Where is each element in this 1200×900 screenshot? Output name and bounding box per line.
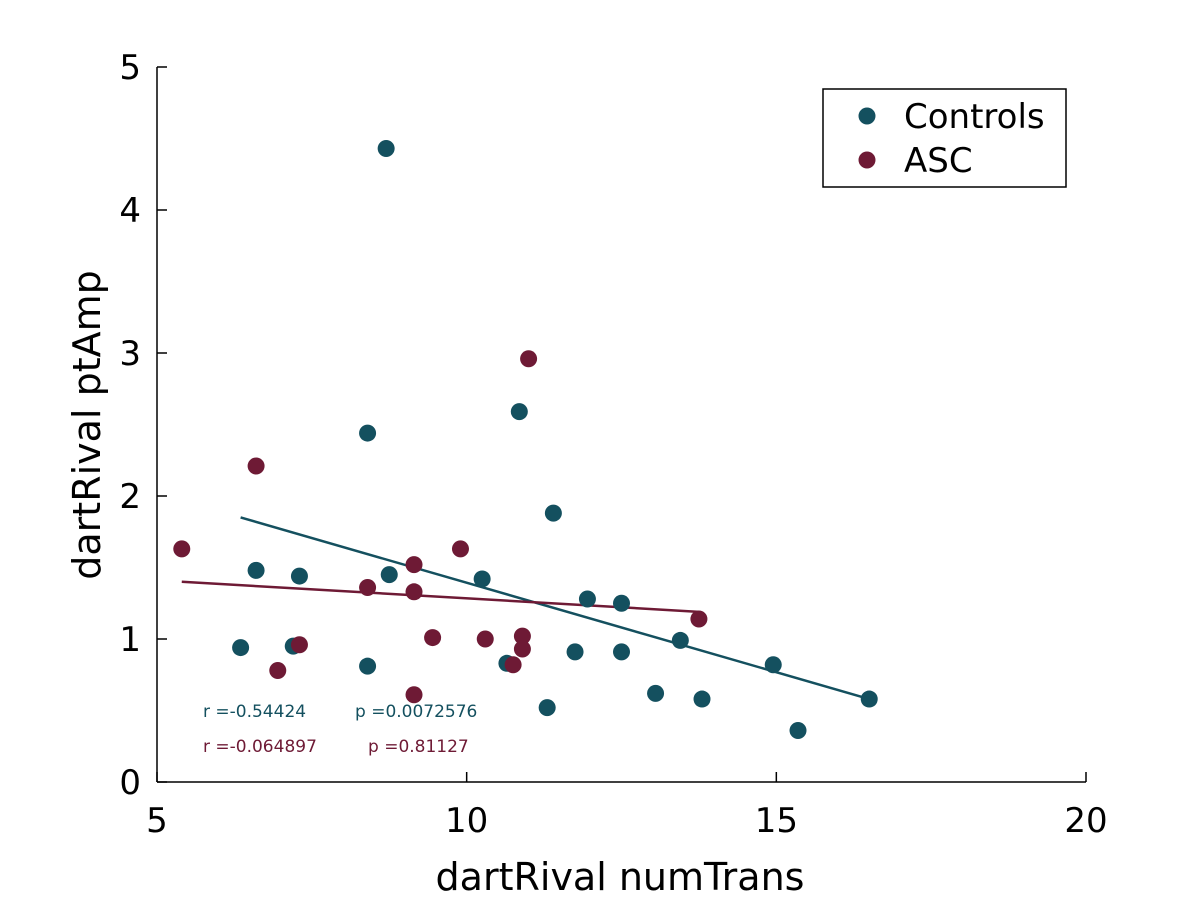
point-asc xyxy=(269,661,287,679)
point-asc xyxy=(247,457,265,475)
fit-line-asc xyxy=(181,580,699,614)
point-asc xyxy=(173,540,191,558)
point-controls xyxy=(566,643,584,661)
y-tick-label: 3 xyxy=(119,334,141,374)
point-asc xyxy=(405,686,423,704)
y-tick-label: 4 xyxy=(119,191,141,231)
y-tick-label: 2 xyxy=(119,477,141,517)
point-asc xyxy=(405,583,423,601)
point-controls xyxy=(693,690,711,708)
point-asc xyxy=(476,630,494,648)
point-asc xyxy=(359,579,377,597)
controls-r-stat: r =-0.54424 xyxy=(203,702,306,722)
x-tick-label: 15 xyxy=(755,801,798,841)
point-controls xyxy=(473,570,491,588)
point-asc xyxy=(513,627,531,645)
legend-marker-controls xyxy=(858,107,876,125)
legend: Controls ASC xyxy=(822,88,1067,188)
y-axis-title: dartRival ptAmp xyxy=(65,270,109,579)
point-asc xyxy=(451,540,469,558)
point-asc xyxy=(290,636,308,654)
point-asc xyxy=(513,640,531,658)
point-controls xyxy=(538,699,556,717)
data-points xyxy=(173,140,878,740)
point-controls xyxy=(544,504,562,522)
point-controls xyxy=(647,684,665,702)
correlation-stats: r =-0.54424 p =0.0072576 r =-0.064897 p … xyxy=(203,702,477,757)
point-controls xyxy=(578,590,596,608)
point-controls xyxy=(290,567,308,585)
point-controls xyxy=(247,561,265,579)
y-tick-label: 0 xyxy=(119,763,141,803)
x-axis-title: dartRival numTrans xyxy=(436,855,805,899)
x-tick-label: 20 xyxy=(1064,801,1107,841)
asc-p-stat: p =0.81127 xyxy=(368,737,469,757)
point-asc xyxy=(504,656,522,674)
y-tick-label: 1 xyxy=(119,620,141,660)
x-tick-label: 5 xyxy=(146,801,168,841)
point-controls xyxy=(671,631,689,649)
fit-lines xyxy=(181,516,870,701)
legend-marker-asc xyxy=(858,151,876,169)
point-asc xyxy=(405,556,423,574)
legend-label-controls: Controls xyxy=(904,97,1045,137)
point-controls xyxy=(232,639,250,657)
point-asc xyxy=(424,629,442,647)
point-controls xyxy=(789,722,807,740)
point-controls xyxy=(380,566,398,584)
point-controls xyxy=(764,656,782,674)
asc-r-stat: r =-0.064897 xyxy=(203,737,317,757)
fit-line-controls xyxy=(240,516,870,701)
point-asc xyxy=(520,350,538,368)
point-controls xyxy=(613,594,630,612)
point-asc xyxy=(690,610,708,628)
controls-p-stat: p =0.0072576 xyxy=(355,702,477,722)
legend-box xyxy=(822,88,1067,188)
point-controls xyxy=(510,403,528,421)
axes: 5 10 15 20 0 1 2 3 4 5 xyxy=(119,48,1107,841)
point-controls xyxy=(359,424,377,442)
point-controls xyxy=(377,140,395,158)
point-controls xyxy=(860,690,878,708)
y-tick-label: 5 xyxy=(119,48,141,88)
x-tick-label: 10 xyxy=(445,801,488,841)
legend-label-asc: ASC xyxy=(904,141,973,181)
point-controls xyxy=(613,643,630,661)
point-controls xyxy=(359,657,377,675)
